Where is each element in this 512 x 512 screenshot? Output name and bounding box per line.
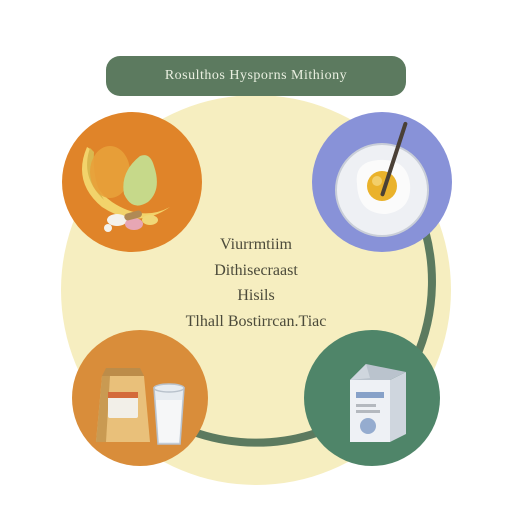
- center-text-line: Dithisecraast: [186, 258, 327, 284]
- center-text-line: Viurrmtiim: [186, 232, 327, 258]
- node-fruits-supplements: [62, 112, 202, 252]
- egg-icon: [312, 112, 452, 252]
- carton-icon: [304, 330, 440, 466]
- node-milk-carton: [304, 330, 440, 466]
- node-bag-glass: [72, 330, 208, 466]
- bag-glass-icon: [72, 330, 208, 466]
- node-egg: [312, 112, 452, 252]
- title-text: Rosulthos Hysporns Mithiony: [165, 68, 347, 84]
- title-pill: Rosulthos Hysporns Mithiony: [106, 56, 406, 96]
- fruits-icon: [62, 112, 202, 252]
- center-text-line: Hisils: [186, 283, 327, 309]
- diagram-stage: Rosulthos Hysporns Mithiony ViurrmtiimDi…: [0, 0, 512, 512]
- center-text-line: Tlhall Bostirrcan.Tiac: [186, 309, 327, 335]
- center-text: ViurrmtiimDithisecraastHisilsTlhall Bost…: [186, 232, 327, 334]
